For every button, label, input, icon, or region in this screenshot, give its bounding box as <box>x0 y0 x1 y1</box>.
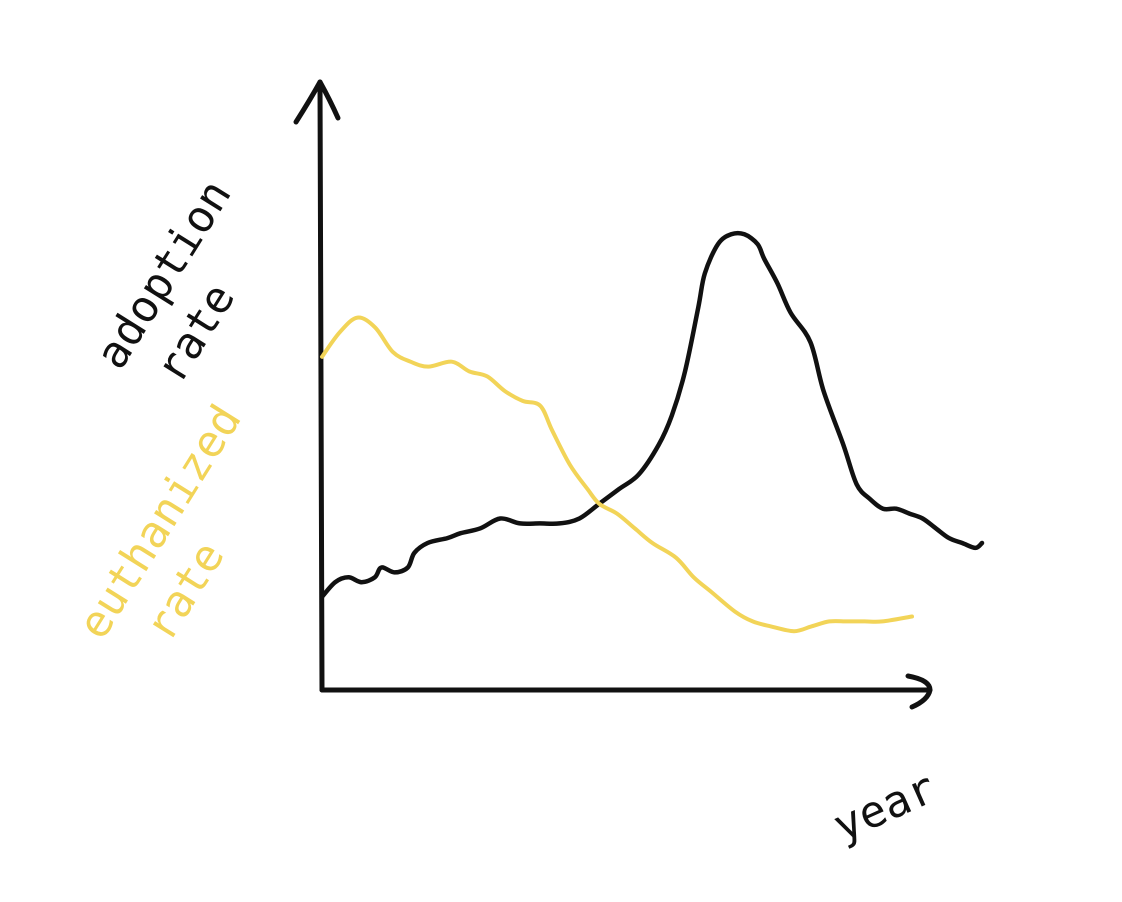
series-line-adoption <box>319 230 985 600</box>
x-axis-label: year <box>826 762 944 852</box>
series-lines <box>319 230 985 634</box>
axes <box>293 79 933 710</box>
y-axis-label: adoptionrate <box>86 171 291 408</box>
series-line-euthanized <box>320 315 914 634</box>
y-axis-arrow-icon <box>293 79 341 125</box>
y-axis <box>317 79 325 693</box>
x-axis-arrow-icon <box>905 673 933 710</box>
series-label-euthanized: euthanizedrate <box>68 396 301 678</box>
